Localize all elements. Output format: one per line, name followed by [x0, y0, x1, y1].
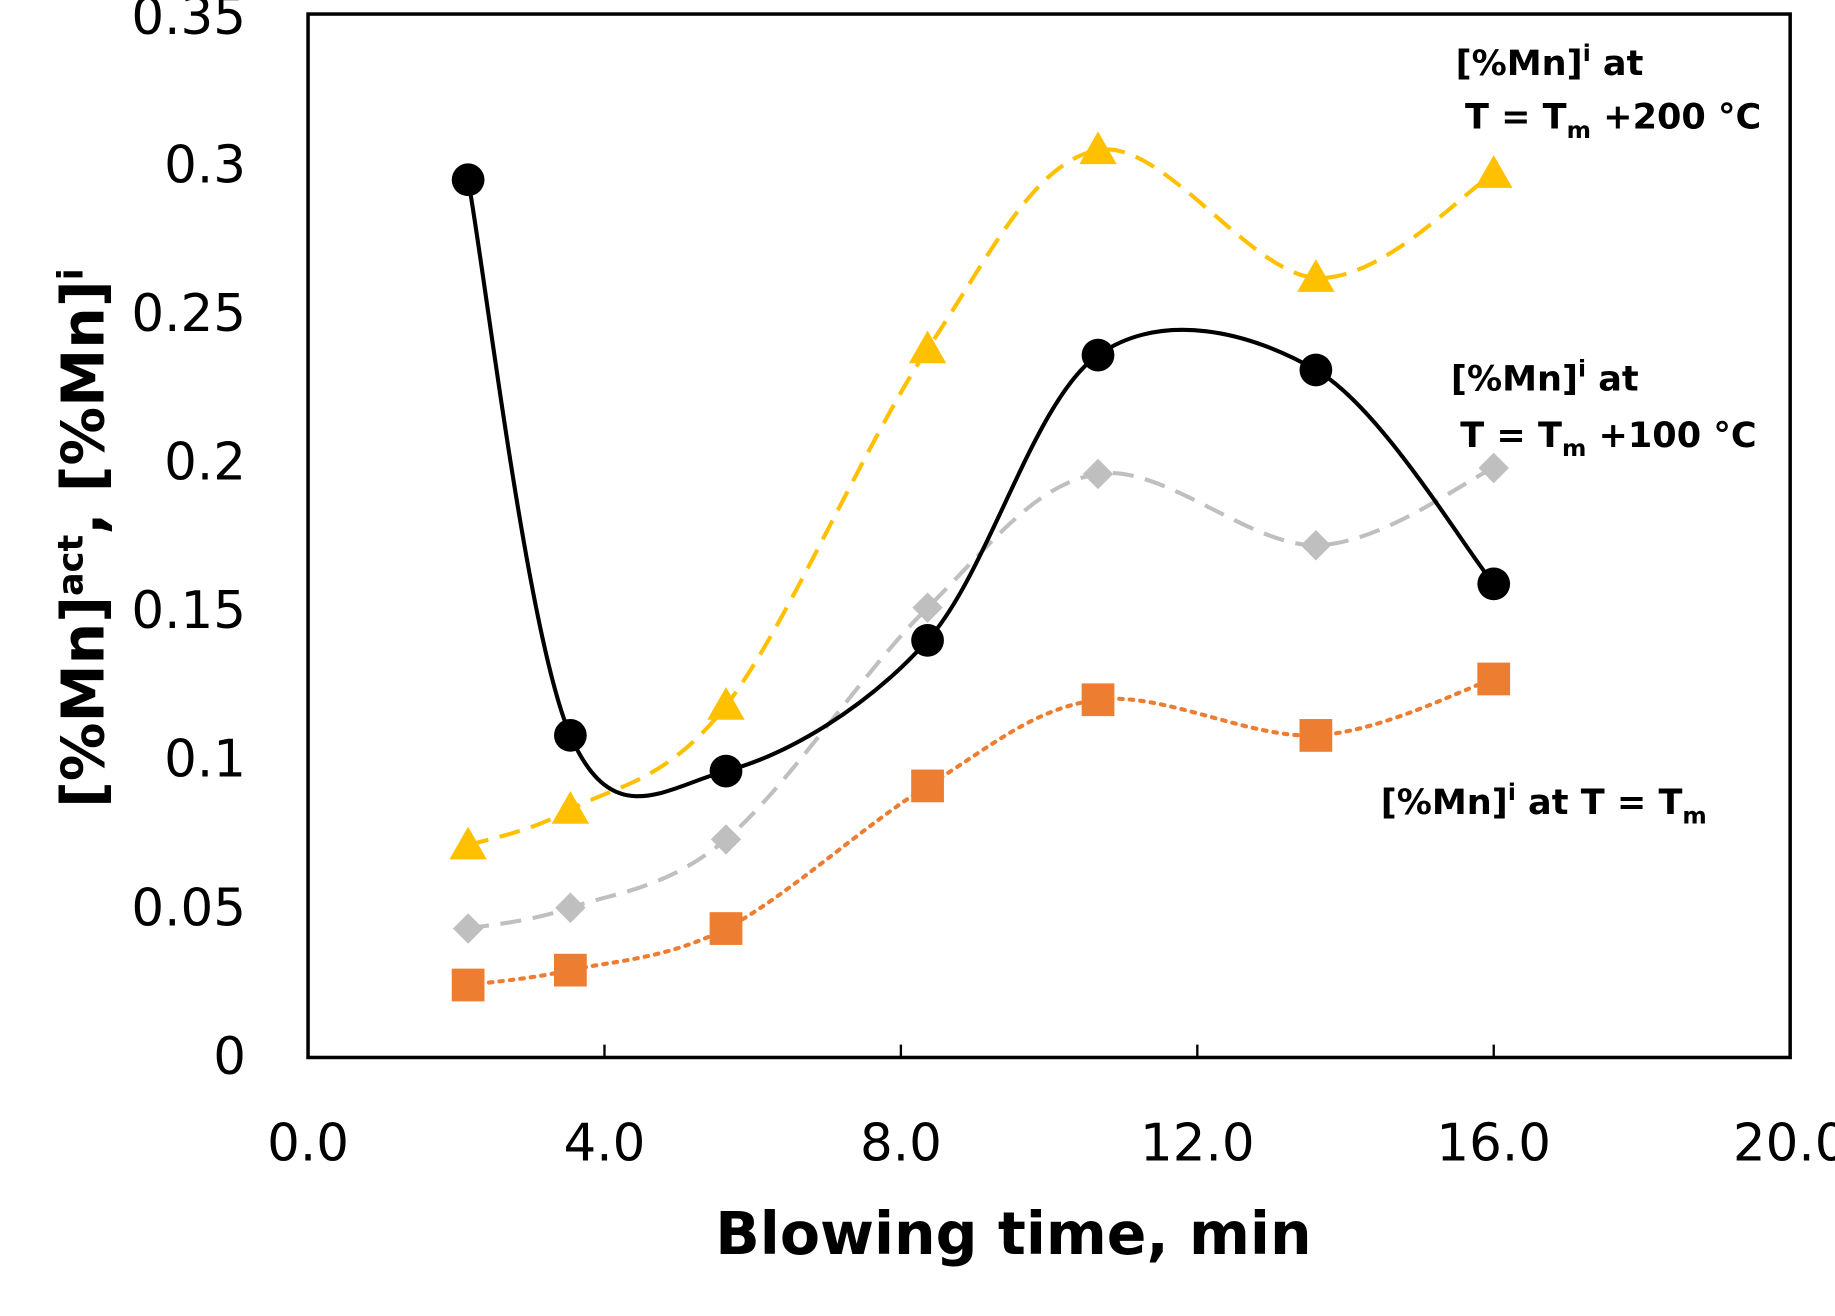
data-point-square: [911, 769, 944, 803]
data-point-circle: [1477, 567, 1511, 601]
data-point-triangle: [1475, 155, 1513, 188]
series-tm200: [449, 131, 1513, 860]
data-point-circle: [911, 623, 944, 657]
annotation-tm200-line1: [%Mn]i at: [1456, 39, 1644, 84]
series-tm: [451, 662, 1511, 1002]
data-point-circle: [451, 163, 485, 197]
y-tick-label: 0.2: [164, 433, 246, 493]
series-act: [451, 163, 1511, 799]
annotation-tm200-line2: T = Tm +200 °C: [1465, 97, 1761, 144]
data-point-triangle: [551, 790, 590, 824]
data-point-triangle: [908, 330, 947, 364]
y-axis-label: [%Mn]act, [%Mn]i: [49, 268, 117, 808]
data-point-square: [554, 953, 587, 987]
x-tick-label: 8.0: [860, 1113, 942, 1173]
y-tick-label: 0.05: [131, 878, 246, 938]
annotation-tm100-line2: T = Tm +100 °C: [1460, 415, 1756, 462]
series-line-tm: [466, 676, 1496, 988]
series-line-act: [466, 179, 1496, 799]
data-point-square: [1081, 683, 1115, 717]
data-point-diamond: [1082, 458, 1114, 490]
plot-frame: [306, 12, 1792, 1060]
data-point-triangle: [1079, 131, 1117, 165]
data-point-square: [709, 912, 743, 945]
y-tick-label: 0.15: [131, 581, 246, 641]
data-point-square: [451, 968, 485, 1002]
y-tick-label: 0.3: [164, 135, 246, 195]
x-tick-label: 4.0: [564, 1113, 646, 1173]
x-axis-label: Blowing time, min: [715, 1200, 1311, 1268]
annotation-tm100-line1: [%Mn]i at: [1451, 355, 1639, 400]
series-line-tm100: [467, 466, 1495, 931]
data-point-diamond: [912, 592, 943, 623]
x-tick-label: 0.0: [267, 1113, 349, 1173]
y-tick-label: 0: [213, 1027, 246, 1087]
data-point-circle: [709, 754, 743, 788]
series-tm100: [452, 452, 1509, 944]
data-point-square: [1299, 719, 1333, 752]
y-tick-label: 0.25: [131, 284, 246, 344]
x-tick-label: 20.0: [1733, 1113, 1835, 1173]
data-point-triangle: [449, 826, 487, 860]
data-point-triangle: [707, 686, 745, 720]
data-point-diamond: [452, 913, 484, 944]
data-point-diamond: [1478, 452, 1509, 484]
annotation-tm: [%Mn]i at T = Tm: [1381, 778, 1707, 829]
x-tick-label: 12.0: [1140, 1113, 1255, 1173]
y-tick-label: 0.1: [164, 730, 246, 790]
data-point-circle: [554, 719, 587, 752]
data-point-square: [1477, 662, 1511, 696]
x-tick-label: 16.0: [1436, 1113, 1551, 1173]
data-point-diamond: [1300, 530, 1332, 561]
data-point-circle: [1299, 353, 1333, 387]
y-tick-label: 0.35: [131, 0, 246, 47]
data-point-diamond: [555, 892, 586, 923]
data-point-diamond: [710, 824, 742, 855]
series-line-tm200: [467, 147, 1495, 848]
data-point-circle: [1081, 338, 1115, 372]
data-point-triangle: [1297, 259, 1335, 292]
